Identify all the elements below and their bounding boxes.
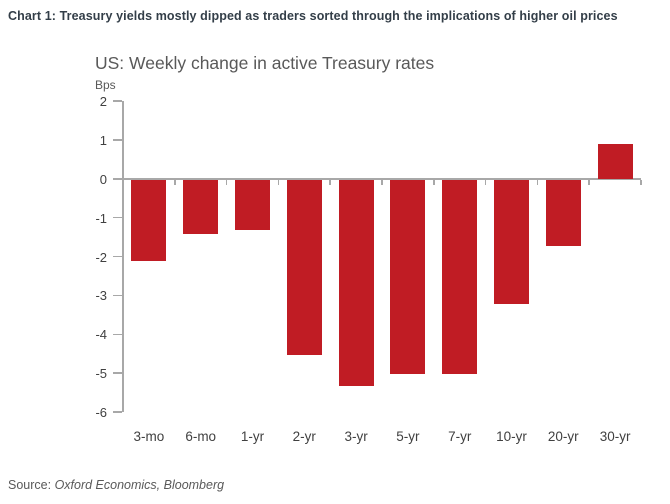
y-axis-tick [113, 216, 122, 219]
x-axis-zero-line [122, 177, 641, 180]
bar-6-mo [183, 179, 219, 235]
y-axis-tick-label: -5 [95, 366, 107, 382]
source-prefix: Source: [8, 478, 55, 492]
bar-7-yr [442, 179, 478, 375]
y-axis-tick-label: -1 [95, 210, 107, 226]
y-axis-tick-label: -4 [95, 327, 107, 343]
y-axis-tick-label: 1 [99, 132, 107, 148]
x-axis-label-3-yr: 3-yr [344, 429, 368, 444]
source-names: Oxford Economics, Bloomberg [54, 478, 225, 492]
chart-caption: Chart 1: Treasury yields mostly dipped a… [8, 9, 618, 23]
bar-20-yr [545, 179, 581, 246]
x-axis-tick [381, 179, 383, 185]
y-axis-tick-label: 2 [99, 94, 107, 109]
y-axis-tick-label: 0 [99, 171, 107, 187]
bar-3-yr [338, 179, 374, 386]
bar-30-yr [597, 143, 633, 179]
y-axis-tick-label: -3 [95, 288, 107, 304]
x-axis-label-7-yr: 7-yr [448, 429, 472, 444]
bar-1-yr [235, 179, 270, 231]
y-axis-tick-label: -6 [95, 405, 107, 420]
x-axis-label-3-mo: 3-mo [133, 429, 165, 444]
x-axis-tick [174, 179, 176, 185]
y-axis-tick [113, 100, 122, 102]
x-axis-label-20-yr: 20-yr [547, 429, 579, 444]
x-axis-label-30-yr: 30-yr [599, 429, 631, 444]
x-axis-label-5-yr: 5-yr [396, 429, 420, 444]
y-axis-tick [113, 139, 122, 141]
bar-2-yr [286, 179, 322, 355]
plot-area: 2 1 0 -1 -2 -3 -4 -5 -6 3-mo 6-mo 1-yr 2-yr 3-yr 5-yr 7… [95, 95, 642, 443]
y-axis-unit-label: Bps [95, 78, 116, 92]
bar-10-yr [494, 179, 529, 305]
y-axis-tick [113, 333, 122, 335]
y-axis-line [122, 101, 124, 412]
x-axis-label-1-yr: 1-yr [240, 429, 265, 444]
x-axis-label-6-mo: 6-mo [185, 429, 217, 444]
x-axis-label-10-yr: 10-yr [496, 429, 527, 444]
y-axis-tick-label: -2 [95, 249, 107, 265]
y-axis-tick [113, 178, 122, 180]
x-axis-tick [484, 179, 487, 185]
chart-title: US: Weekly change in active Treasury rat… [95, 53, 435, 73]
y-axis-tick [113, 294, 122, 297]
x-axis-tick [433, 179, 435, 185]
x-axis-tick [640, 179, 642, 185]
x-axis-label-2-yr: 2-yr [292, 429, 316, 444]
x-axis-tick [588, 179, 590, 185]
x-axis-tick [536, 179, 539, 185]
y-axis-tick [113, 372, 122, 374]
bar-3-mo [131, 179, 167, 262]
x-axis-tick [277, 179, 280, 185]
y-axis-tick [113, 411, 122, 413]
x-axis-tick [225, 179, 228, 185]
y-axis-tick [113, 255, 122, 258]
x-axis-tick [329, 179, 331, 185]
bar-5-yr [390, 179, 426, 375]
source-note: Source: Oxford Economics, Bloomberg [8, 478, 224, 492]
